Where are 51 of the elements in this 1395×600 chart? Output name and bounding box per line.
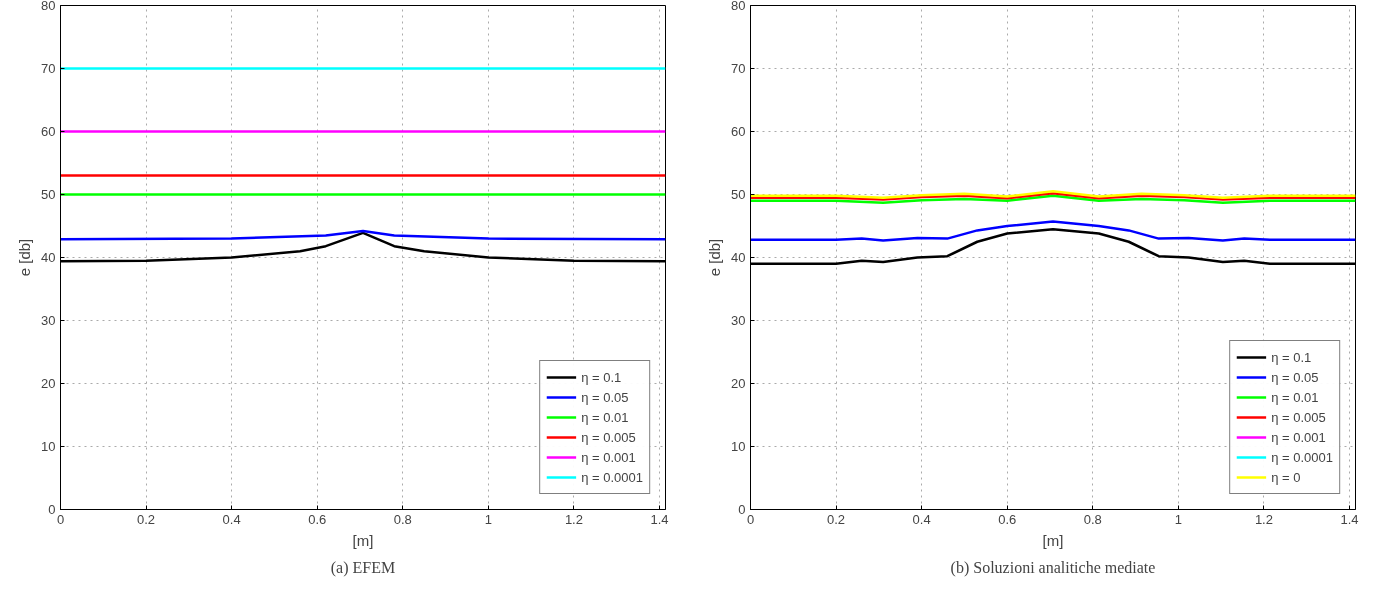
legend-label: η = 0.001 xyxy=(581,449,636,465)
x-axis-title: [m] xyxy=(1042,531,1064,549)
x-tick-label: 0.4 xyxy=(912,511,931,527)
legend-label: η = 0.1 xyxy=(581,369,622,385)
y-tick-label: 50 xyxy=(41,187,56,202)
x-tick-label: 1.4 xyxy=(1340,511,1359,527)
x-tick-label: 1.4 xyxy=(650,511,669,527)
legend-label: η = 0.0001 xyxy=(581,469,643,485)
y-tick-label: 50 xyxy=(731,187,746,202)
y-axis-title: e [db] xyxy=(16,238,34,277)
y-tick-label: 60 xyxy=(41,124,56,139)
legend-label: η = 0.01 xyxy=(581,409,629,425)
y-tick-label: 10 xyxy=(731,439,746,454)
legend-label: η = 0.005 xyxy=(581,429,636,445)
y-tick-label: 30 xyxy=(41,313,56,328)
y-axis-title: e [db] xyxy=(706,238,724,277)
text: (b) Soluzioni analitiche mediate xyxy=(950,558,1156,577)
legend-label: η = 0.001 xyxy=(1271,429,1326,445)
legend-label: η = 0.01 xyxy=(1271,389,1319,405)
y-tick-label: 10 xyxy=(41,439,56,454)
x-tick-label: 1 xyxy=(484,511,492,527)
y-tick-label: 80 xyxy=(41,0,56,13)
legend-label: η = 0.05 xyxy=(581,389,629,405)
y-tick-label: 20 xyxy=(731,376,746,391)
legend-label: η = 0 xyxy=(1271,469,1301,485)
y-tick-label: 40 xyxy=(731,250,746,265)
y-tick-label: 30 xyxy=(731,313,746,328)
y-tick-label: 70 xyxy=(41,61,56,76)
legend-label: η = 0.1 xyxy=(1271,349,1312,365)
y-tick-label: 20 xyxy=(41,376,56,391)
x-tick-label: 0.2 xyxy=(827,511,846,527)
text: (a) EFEM xyxy=(330,558,396,577)
legend-label: η = 0.0001 xyxy=(1271,449,1333,465)
y-tick-label: 80 xyxy=(731,0,746,13)
y-tick-label: 60 xyxy=(731,124,746,139)
line-series xyxy=(60,229,666,241)
legend-label: η = 0.05 xyxy=(1271,369,1319,385)
line-series xyxy=(750,220,1356,242)
y-tick-label: 40 xyxy=(41,250,56,265)
x-tick-label: 0.8 xyxy=(393,511,412,527)
x-tick-label: 0.4 xyxy=(222,511,241,527)
x-axis-title: [m] xyxy=(352,531,374,549)
x-tick-label: 0.6 xyxy=(998,511,1017,527)
x-tick-label: 0.8 xyxy=(1083,511,1102,527)
x-tick-label: 0.2 xyxy=(137,511,156,527)
x-tick-label: 0.6 xyxy=(308,511,327,527)
legend-label: η = 0.005 xyxy=(1271,409,1326,425)
x-tick-label: 1 xyxy=(1174,511,1182,527)
x-tick-label: 1.2 xyxy=(1254,511,1273,527)
y-tick-label: 70 xyxy=(731,61,746,76)
x-tick-label: 1.2 xyxy=(564,511,583,527)
